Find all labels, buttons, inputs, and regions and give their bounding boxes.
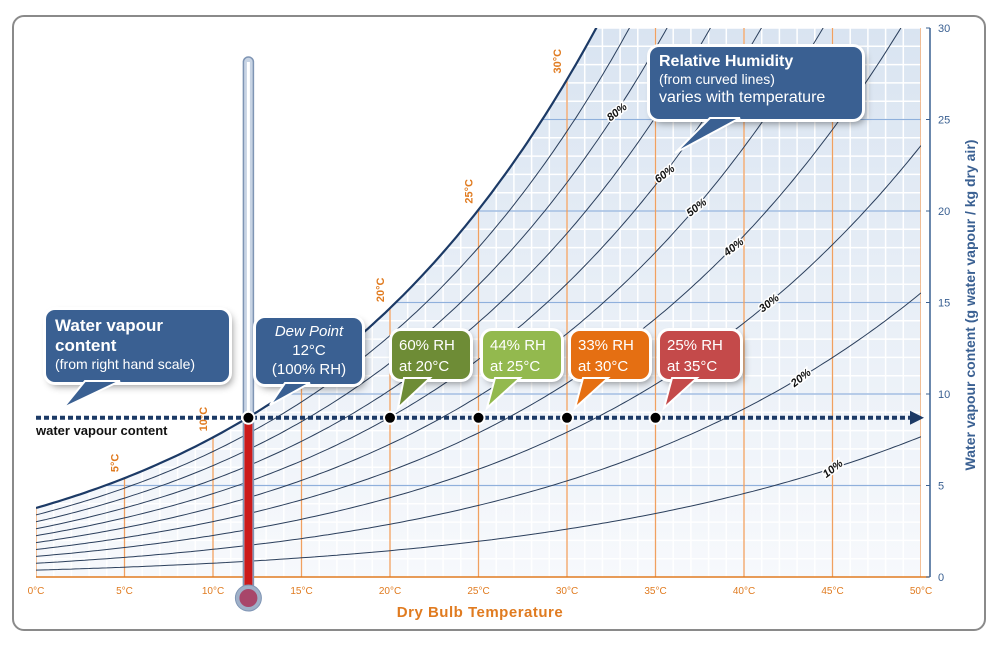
x-axis-title: Dry Bulb Temperature (396, 604, 564, 621)
x-tick-label: 25°C (467, 586, 489, 597)
rh-curve-60 (36, 28, 762, 537)
saturation-temp-label: 30°C (552, 49, 564, 74)
y-axis-title: Water vapour content (g water vapour / k… (962, 139, 978, 471)
rh-curve-100 (36, 28, 598, 510)
rh-box-line1: 33% RH (578, 337, 634, 354)
x-tick-label: 40°C (733, 586, 755, 597)
rh-box-line2: at 25°C (490, 358, 541, 375)
chart-frame (12, 15, 986, 631)
callout-relative-humidity: Relative Humidity (from curved lines) va… (650, 47, 862, 119)
rh-curve-30 (36, 145, 921, 557)
rh-box-30c: 33% RH at 30°C (571, 331, 649, 379)
rh-box-line2: at 35°C (667, 358, 718, 375)
callout-dew-rh: (100% RH) (271, 361, 347, 378)
thermometer-bore (246, 62, 250, 587)
y-tick-label: 0 (938, 572, 944, 584)
rh-curve-40 (36, 28, 902, 550)
callout-rh-sub: (from curved lines) (659, 71, 775, 88)
rh-box-25c: 44% RH at 25°C (483, 331, 561, 379)
rh-curve-90 (36, 28, 631, 516)
rh-box-line2: at 20°C (399, 358, 450, 375)
arrow-head-icon (910, 410, 924, 425)
y-tick-label: 25 (938, 115, 950, 127)
state-point (648, 410, 663, 425)
rh-curve-80 (36, 28, 668, 523)
rh-box-line1: 60% RH (399, 337, 455, 354)
thermometer-bulb (239, 589, 258, 607)
rh-box-35c: 25% RH at 35°C (660, 331, 740, 379)
rh-curve-70 (36, 28, 711, 530)
callout-dew-point: Dew Point 12°C (100% RH) (256, 318, 362, 384)
x-tick-label: 50°C (910, 586, 932, 597)
state-point (241, 410, 256, 425)
saturation-temp-label: 25°C (464, 179, 476, 204)
x-tick-label: 0°C (28, 586, 45, 597)
rh-curve-10 (36, 436, 921, 571)
thermometer-mercury (244, 417, 253, 592)
callout-dew-temp: 12°C (292, 342, 326, 359)
rh-box-line2: at 30°C (578, 358, 629, 375)
x-tick-label: 10°C (202, 586, 224, 597)
rh-box-20c: 60% RH at 20°C (392, 331, 470, 379)
y-tick-label: 30 (938, 23, 950, 35)
rh-box-line1: 25% RH (667, 337, 723, 354)
x-tick-label: 15°C (290, 586, 312, 597)
water-vapour-line-label: water vapour content (36, 423, 168, 438)
callout-water-vapour-sub: (from right hand scale) (55, 356, 196, 372)
callout-rh-sub2: varies with temperature (659, 88, 826, 106)
callout-rh-title: Relative Humidity (659, 53, 794, 70)
state-point (560, 410, 574, 425)
callout-water-vapour: Water vapour content (from right hand sc… (46, 310, 229, 382)
callout-water-vapour-title: Water vapour content (55, 316, 164, 355)
x-tick-label: 30°C (556, 586, 578, 597)
x-tick-label: 45°C (821, 586, 843, 597)
y-tick-label: 10 (938, 389, 950, 401)
saturation-temp-label: 5°C (110, 454, 122, 473)
x-tick-label: 35°C (644, 586, 666, 597)
saturation-temp-label: 20°C (375, 277, 387, 302)
state-point (471, 410, 486, 425)
rh-curve-20 (36, 292, 921, 564)
rh-box-line1: 44% RH (490, 337, 546, 354)
state-point (383, 410, 397, 425)
y-tick-label: 20 (938, 206, 950, 218)
y-tick-label: 15 (938, 298, 950, 310)
y-tick-label: 5 (938, 481, 944, 493)
callout-dew-title: Dew Point (274, 323, 344, 340)
x-tick-label: 5°C (116, 586, 133, 597)
x-tick-label: 20°C (379, 586, 401, 597)
